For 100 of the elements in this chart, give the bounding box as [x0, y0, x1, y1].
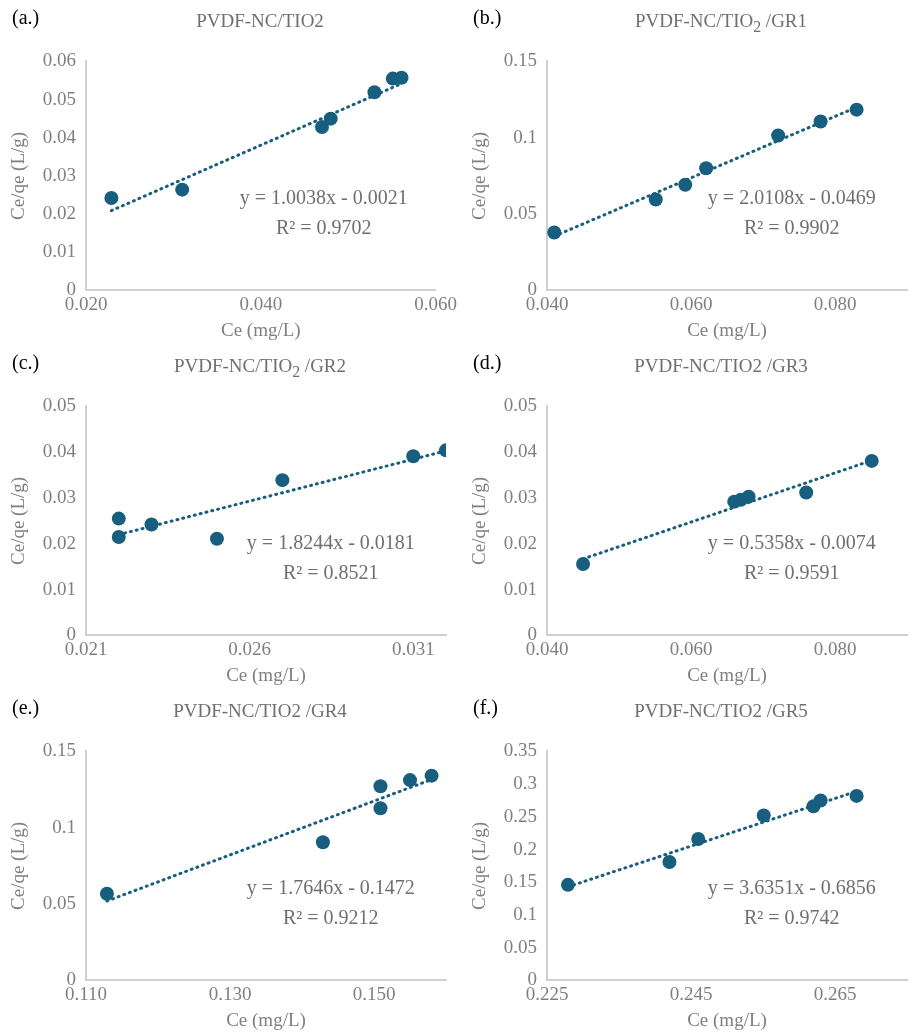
y-tick-label: 0.1 — [52, 815, 77, 837]
x-axis-title: Ce (mg/L) — [687, 663, 767, 686]
point — [403, 773, 418, 788]
y-tick-label: 0.04 — [503, 440, 538, 462]
chart-title: PVDF-NC/TIO2 /GR4 — [172, 700, 348, 722]
point — [576, 556, 591, 571]
point — [424, 768, 439, 783]
y-tick-label: 0.25 — [503, 804, 538, 826]
x-tick-label: 0.060 — [669, 637, 713, 659]
y-tick-label: 0.01 — [42, 577, 77, 599]
point — [373, 779, 388, 794]
annotation: R² = 0.9212 — [283, 905, 379, 928]
point — [756, 808, 771, 823]
y-tick-label: 0.01 — [503, 577, 538, 599]
x-tick-label: 0.040 — [239, 292, 283, 314]
y-tick-label: 0.05 — [503, 202, 538, 224]
x-axis-title: Ce (mg/L) — [226, 663, 306, 686]
x-axis-title: Ce (mg/L) — [226, 1008, 306, 1031]
y-tick-label: 0.06 — [42, 49, 77, 71]
text: (c.) — [12, 351, 40, 374]
y-axis-title: Ce/qe (L/g) — [468, 821, 491, 910]
point — [849, 788, 864, 803]
y-tick-label: 0.15 — [42, 739, 77, 761]
y-tick-label: 0.15 — [503, 870, 538, 892]
x-tick-label: 0.080 — [813, 637, 857, 659]
y-tick-label: 0.03 — [503, 485, 538, 507]
point — [799, 485, 814, 500]
annotation: R² = 0.9702 — [275, 215, 372, 238]
text: (b.) — [473, 6, 502, 29]
annotation: R² = 0.9742 — [744, 905, 840, 928]
y-axis-title: Ce/qe (L/g) — [7, 131, 30, 220]
x-tick-label: 0.130 — [208, 982, 252, 1004]
y-tick-label: 0.04 — [42, 125, 77, 147]
annotation: R² = 0.9591 — [744, 560, 840, 583]
y-tick-label: 0.02 — [42, 531, 77, 553]
annotation: y = 1.7646x - 0.1472 — [246, 876, 415, 900]
chart-title: PVDF-NC/TIO2 — [195, 10, 325, 32]
point — [373, 801, 388, 816]
point — [111, 529, 126, 544]
point — [691, 832, 706, 847]
y-tick-label: 0.1 — [513, 125, 538, 147]
y-tick-label: 0.05 — [42, 892, 77, 914]
y-tick-label: 0.05 — [503, 935, 538, 957]
y-axis-title: Ce/qe (L/g) — [468, 131, 491, 220]
y-tick-label: 0.1 — [513, 902, 538, 924]
point — [394, 70, 409, 85]
point — [315, 120, 330, 135]
text: (e.) — [12, 696, 40, 719]
annotation: y = 1.8244x - 0.0181 — [246, 531, 415, 555]
x-tick-label: 0.031 — [391, 637, 435, 659]
point — [111, 511, 126, 526]
point — [315, 835, 330, 850]
point — [648, 192, 663, 207]
x-tick-label: 0.026 — [228, 637, 272, 659]
y-tick-label: 0.03 — [42, 485, 77, 507]
chart-title: PVDF-NC/TIO$_{2}$ /GR2 — [172, 355, 348, 381]
y-tick-label: 0.04 — [42, 440, 77, 462]
x-axis-title: Ce (mg/L) — [220, 318, 301, 341]
point — [275, 473, 290, 488]
y-tick-label: 0.2 — [513, 837, 538, 859]
point — [864, 453, 879, 468]
y-tick-label: 0.03 — [42, 163, 77, 185]
x-axis-title: Ce (mg/L) — [687, 318, 767, 341]
y-tick-label: 0.15 — [503, 49, 538, 71]
y-tick-label: 0.01 — [42, 240, 77, 262]
x-tick-label: 0.150 — [352, 982, 396, 1004]
y-tick-label: 0.35 — [503, 739, 538, 761]
text: (d.) — [473, 351, 502, 374]
point — [99, 886, 114, 901]
y-tick-label: 0.02 — [503, 531, 538, 553]
y-tick-label: 0.3 — [513, 772, 538, 794]
point — [662, 854, 677, 869]
x-tick-label: 0.060 — [669, 292, 713, 314]
y-axis-title: Ce/qe (L/g) — [468, 476, 491, 565]
y-axis-title: Ce/qe (L/g) — [7, 821, 30, 910]
point — [175, 182, 190, 197]
annotation: R² = 0.9902 — [744, 215, 840, 238]
point — [209, 531, 224, 546]
y-axis-title: Ce/qe (L/g) — [7, 476, 30, 565]
annotation: y = 3.6351x - 0.6856 — [707, 876, 876, 900]
annotation: y = 1.0038x - 0.0021 — [239, 186, 408, 210]
x-axis-title: Ce (mg/L) — [687, 1008, 767, 1031]
y-tick-label: 0.05 — [503, 394, 538, 416]
text: (a.) — [12, 6, 40, 29]
y-tick-label: 0.02 — [42, 202, 77, 224]
chart-title: PVDF-NC/TIO2 /GR5 — [633, 700, 809, 722]
x-tick-label: 0.060 — [414, 292, 457, 314]
annotation: R² = 0.8521 — [283, 560, 379, 583]
chart-title: PVDF-NC/TIO$_{2}$ /GR1 — [633, 10, 809, 36]
x-tick-label: 0.265 — [813, 982, 857, 1004]
x-tick-label: 0.080 — [813, 292, 857, 314]
y-tick-label: 0.05 — [42, 87, 77, 109]
chart-title: PVDF-NC/TIO2 /GR3 — [633, 355, 809, 377]
y-tick-label: 0.05 — [42, 394, 77, 416]
text: (f.) — [473, 696, 498, 719]
point — [849, 102, 864, 117]
annotation: y = 0.5358x - 0.0074 — [707, 531, 876, 555]
annotation: y = 2.0108x - 0.0469 — [707, 186, 876, 210]
x-tick-label: 0.245 — [669, 982, 713, 1004]
point — [104, 191, 119, 206]
